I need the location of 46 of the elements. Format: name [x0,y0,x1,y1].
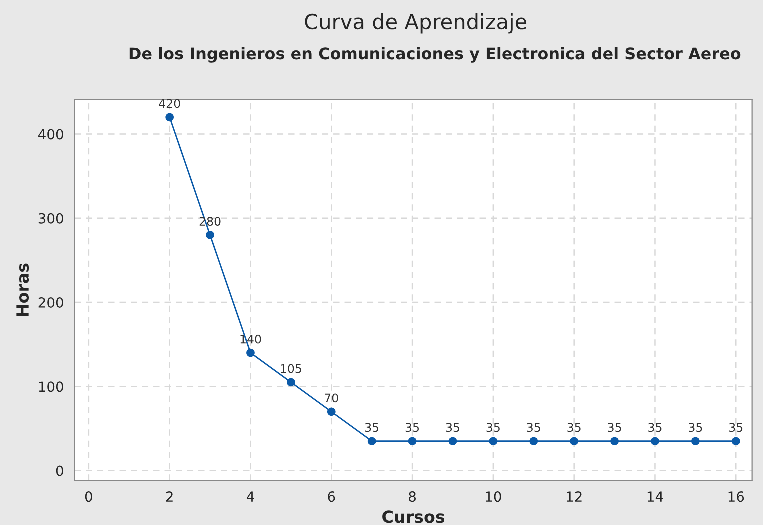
data-label: 35 [568,423,581,432]
point [651,437,660,446]
data-label: 105 [281,364,302,374]
point [570,437,579,446]
x-tick-label: 16 [728,492,744,502]
data-label: 35 [730,423,743,432]
y-tick-label: 0 [56,466,64,476]
y-axis-title: Horas [16,264,30,316]
point [166,113,174,122]
data-label: 35 [406,423,420,432]
point [206,231,214,240]
x-tick-label: 8 [409,492,416,502]
point [327,408,336,416]
x-tick-label: 10 [486,492,502,502]
x-tick-label: 12 [567,492,582,502]
y-tick-label: 400 [38,129,64,140]
point [368,437,376,446]
chart-title: Curva de Aprendizaje [305,14,527,34]
y-tick-label: 200 [38,297,64,308]
point [448,437,458,446]
point [489,437,498,446]
data-label: 35 [689,423,702,432]
x-tick-label: 6 [328,492,336,502]
point [692,437,700,446]
point [287,378,296,387]
data-label: 35 [527,423,540,432]
y-tick-label: 100 [39,382,64,392]
point [732,437,740,446]
x-axis-title: Cursos [382,510,445,524]
point [610,437,619,446]
y-tick-label: 300 [38,213,64,224]
data-label: 420 [159,99,180,108]
x-tick-label: 4 [246,492,254,502]
x-tick-label: 2 [166,492,173,502]
data-label: 35 [486,423,500,432]
chart-subtitle: De los Ingenieros en Comunicaciones y Electronica del Sector Aereo [130,47,741,63]
point [246,348,255,358]
point [530,437,538,446]
data-label: 35 [608,423,622,432]
data-label: 35 [446,423,460,432]
data-label: 35 [648,423,662,432]
x-tick-label: 0 [85,492,92,502]
point [408,437,417,446]
x-tick-label: 14 [648,492,664,502]
data-label: 35 [365,423,379,432]
data-label: 70 [325,394,338,403]
